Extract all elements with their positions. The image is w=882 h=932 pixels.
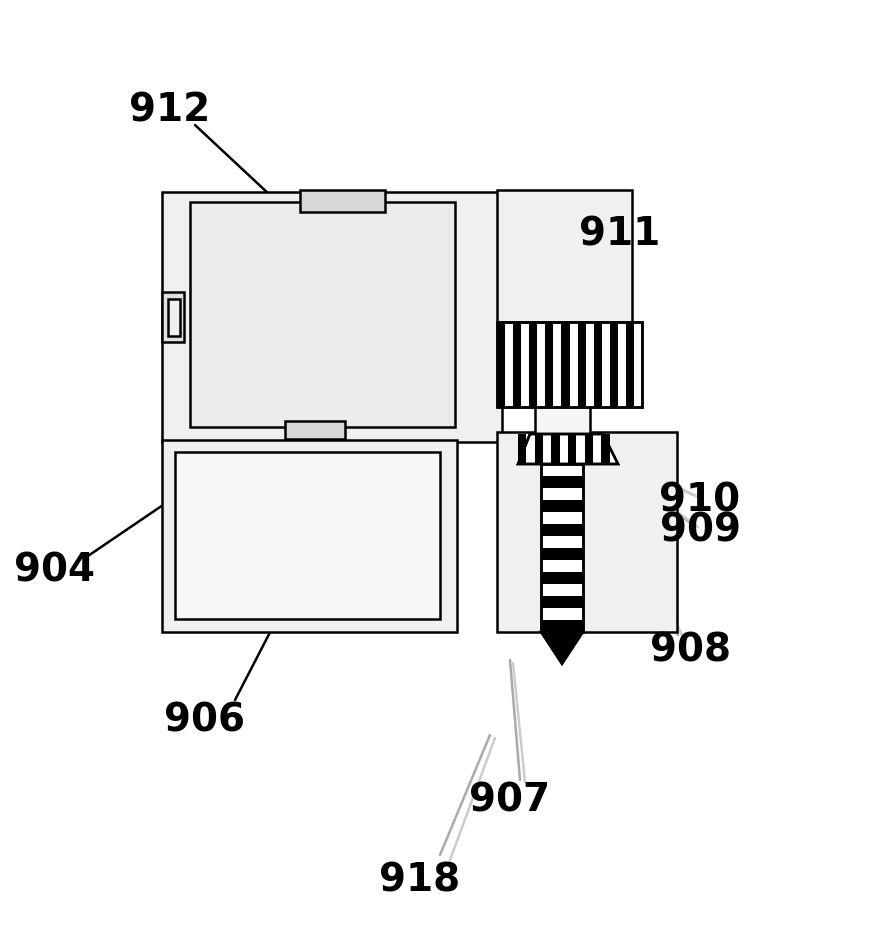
Polygon shape xyxy=(518,434,618,464)
Bar xyxy=(594,322,602,407)
Polygon shape xyxy=(518,434,527,464)
Text: 911: 911 xyxy=(579,216,661,254)
Bar xyxy=(541,620,583,632)
Bar xyxy=(497,322,505,407)
Text: 910: 910 xyxy=(660,481,741,519)
Bar xyxy=(175,452,440,619)
Text: 906: 906 xyxy=(165,701,245,739)
Bar xyxy=(541,524,583,536)
Bar xyxy=(300,190,385,212)
Bar xyxy=(541,500,583,512)
Bar xyxy=(497,322,642,407)
Bar xyxy=(541,476,583,488)
Polygon shape xyxy=(585,434,593,464)
Bar xyxy=(541,548,583,560)
Text: 908: 908 xyxy=(649,631,730,669)
Bar xyxy=(541,596,583,608)
Bar xyxy=(541,572,583,584)
Bar xyxy=(168,299,180,336)
Bar xyxy=(541,464,583,632)
Bar xyxy=(162,292,184,342)
Polygon shape xyxy=(602,434,609,464)
Bar xyxy=(497,322,642,407)
Bar xyxy=(513,322,521,407)
Bar xyxy=(529,322,537,407)
Bar xyxy=(285,421,345,439)
Text: 904: 904 xyxy=(14,551,95,589)
Bar xyxy=(541,464,583,632)
Bar xyxy=(626,322,634,407)
Text: 909: 909 xyxy=(660,511,741,549)
Bar xyxy=(190,202,455,427)
Bar xyxy=(545,322,553,407)
Bar xyxy=(535,322,590,452)
Polygon shape xyxy=(534,434,543,464)
Bar xyxy=(497,190,632,322)
Text: 912: 912 xyxy=(130,91,211,129)
Polygon shape xyxy=(541,632,583,664)
Polygon shape xyxy=(568,434,576,464)
Bar xyxy=(162,440,457,632)
Text: 907: 907 xyxy=(469,781,550,819)
Bar xyxy=(162,192,502,442)
Polygon shape xyxy=(551,434,560,464)
Bar xyxy=(578,322,586,407)
Text: 918: 918 xyxy=(379,861,460,899)
Bar xyxy=(497,432,677,632)
Bar xyxy=(609,322,617,407)
Bar xyxy=(562,322,570,407)
